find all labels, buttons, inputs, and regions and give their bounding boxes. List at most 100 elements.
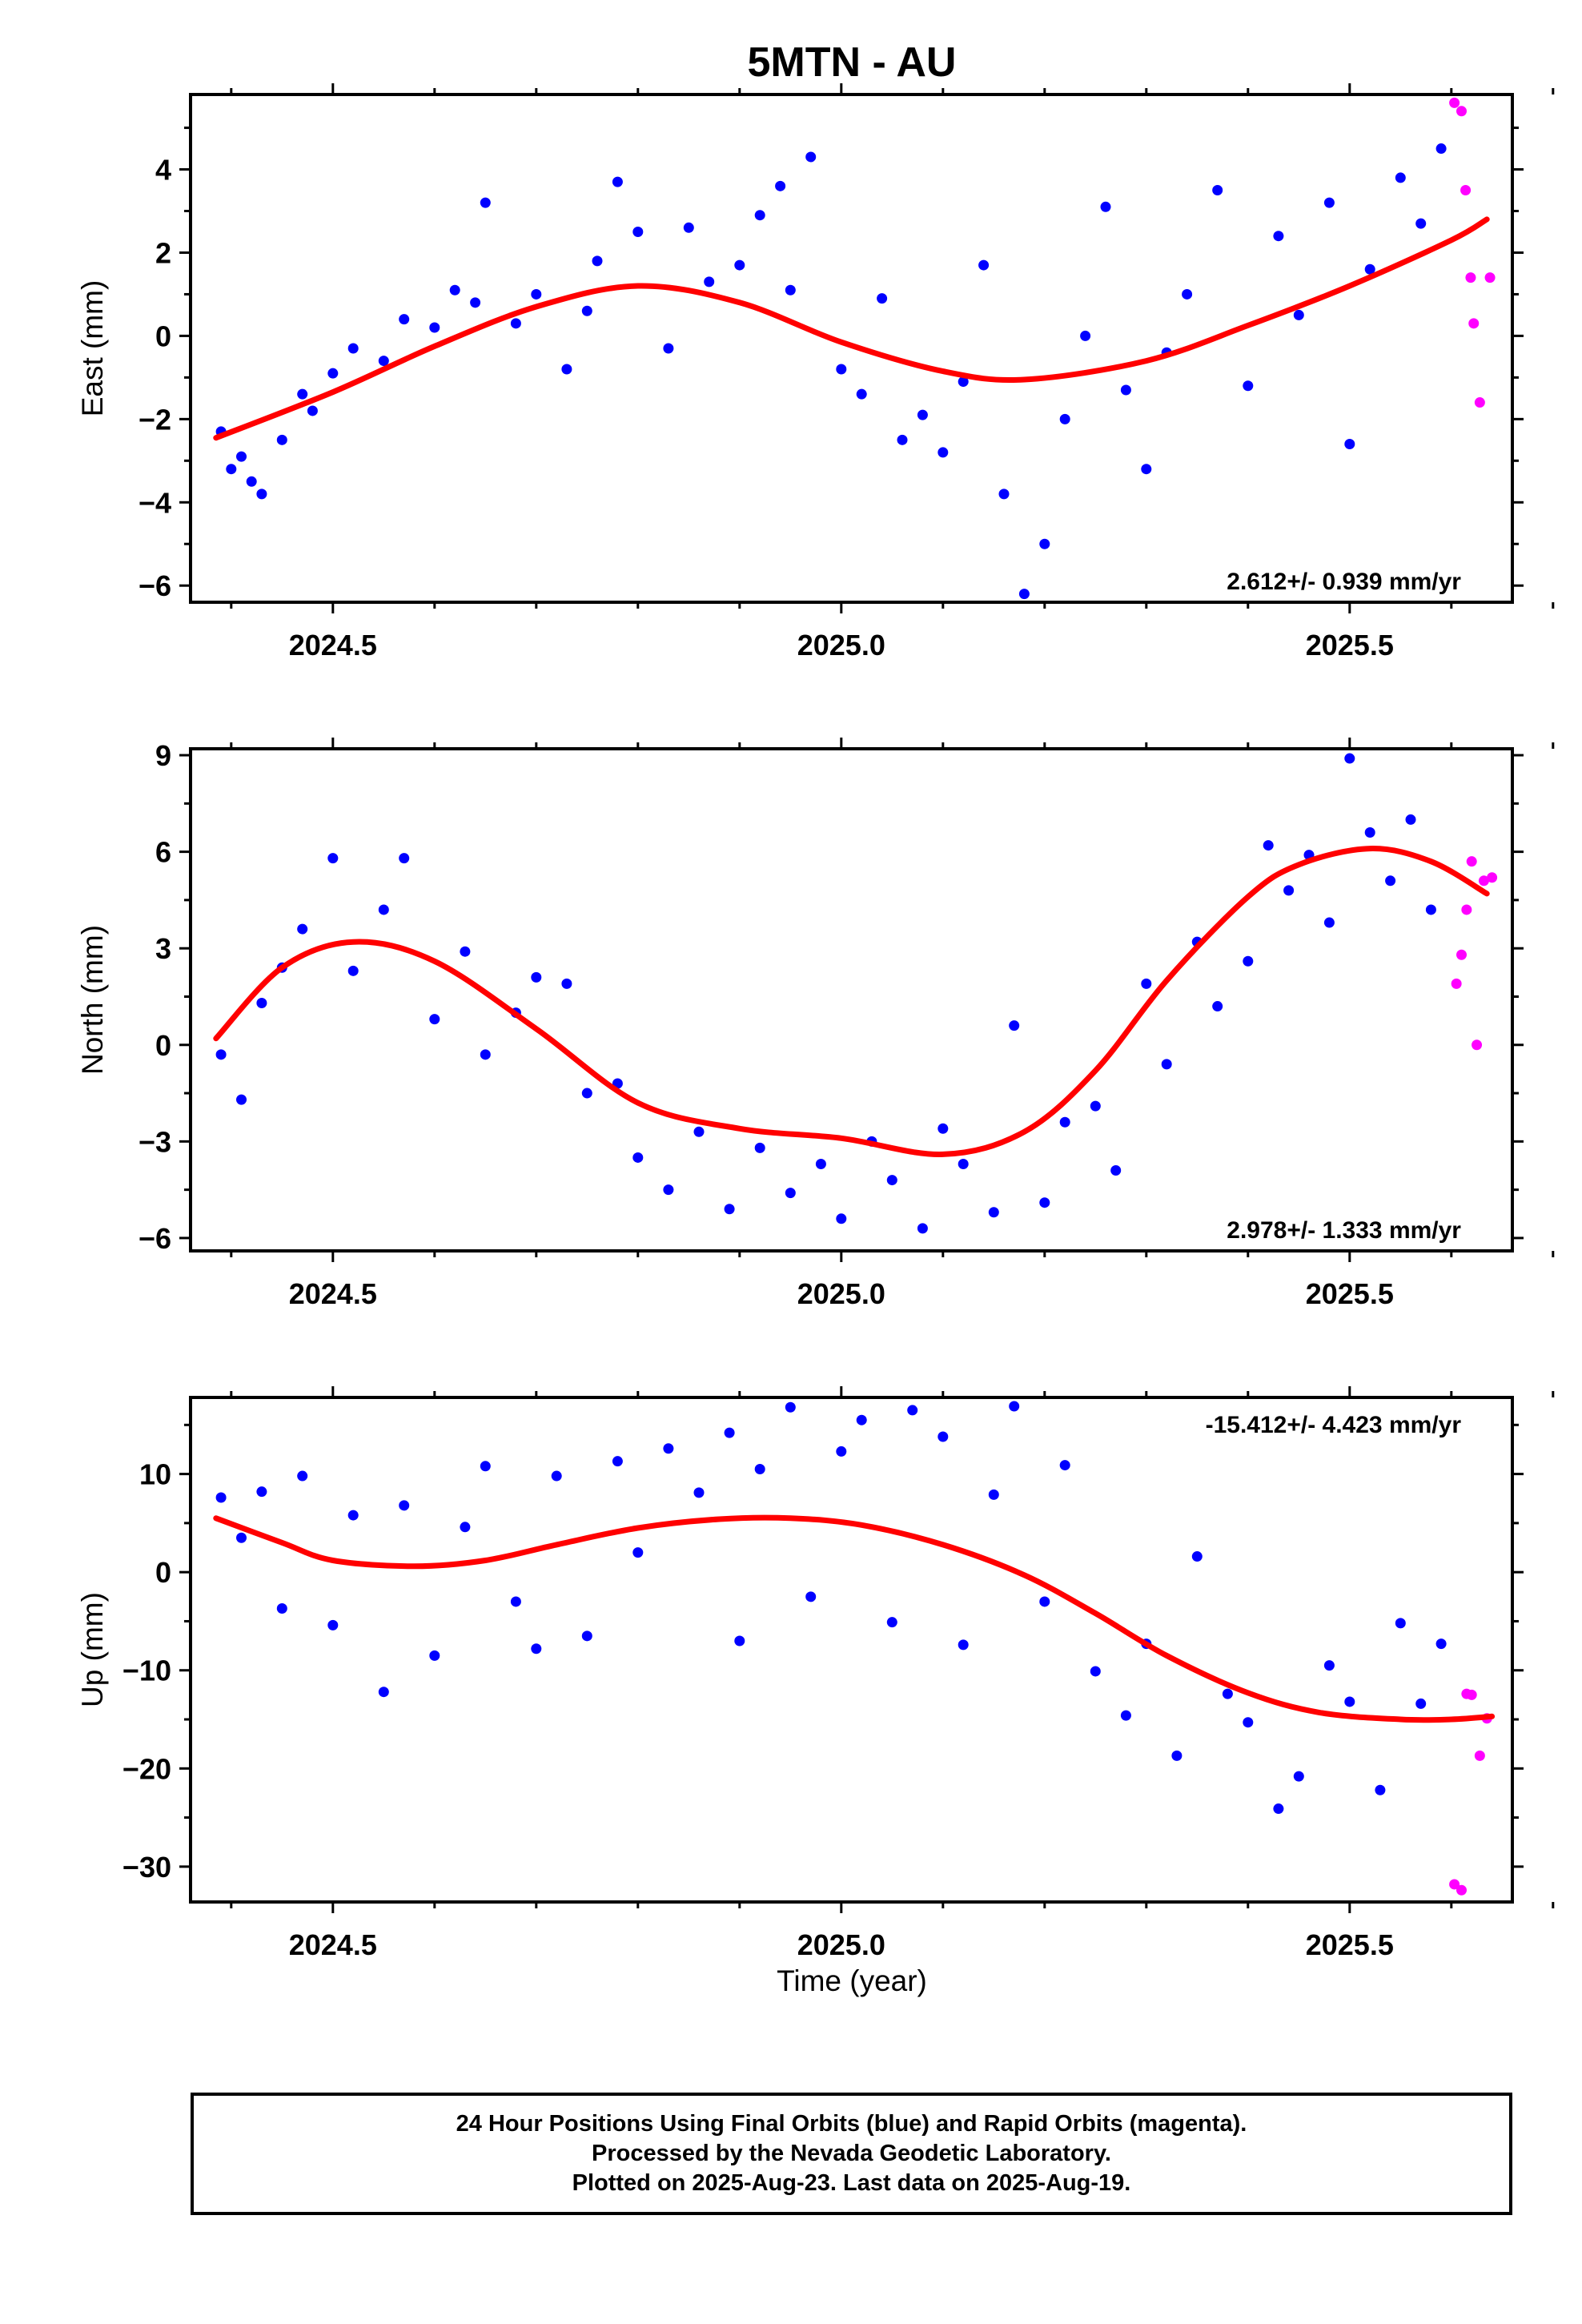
y-tick-label: −10 — [122, 1655, 171, 1687]
final-orbit-point — [734, 259, 745, 271]
final-orbit-point — [836, 1445, 847, 1457]
final-orbit-point — [510, 1596, 521, 1607]
panel-north: 2024.5 2025.0 2025.5 9 6 3 0 −3 −6 North (mm) 2.97… — [76, 738, 1555, 1310]
x-tick-label: 2024.5 — [289, 1277, 377, 1310]
y-tick-label: −4 — [139, 486, 171, 519]
final-orbit-point — [724, 1427, 735, 1438]
final-orbit-point — [1222, 1688, 1233, 1699]
final-orbit-point — [632, 1152, 644, 1163]
final-orbit-point — [236, 451, 247, 462]
final-orbit-point — [886, 1175, 897, 1186]
x-tick-label: 2024.5 — [289, 1928, 377, 1961]
final-orbit-point — [470, 297, 481, 308]
fit-line-north — [213, 846, 1490, 1157]
rapid-orbit-point — [1466, 856, 1477, 867]
final-orbit-point — [785, 1188, 796, 1199]
final-orbit-point — [988, 1207, 999, 1218]
final-orbit-point — [958, 1639, 969, 1651]
y-axis-label-north: North (mm) — [76, 925, 109, 1075]
final-orbit-point — [561, 978, 572, 989]
final-orbit-point — [531, 288, 542, 300]
final-orbit-point — [1120, 1710, 1131, 1721]
final-orbit-point — [856, 388, 867, 400]
final-orbit-point — [256, 1486, 267, 1498]
final-orbit-point — [327, 1619, 339, 1630]
final-orbit-point — [581, 1088, 592, 1099]
rapid-orbit-point — [1456, 949, 1467, 960]
final-orbit-point — [958, 1158, 969, 1169]
y-tick-label: −20 — [122, 1752, 171, 1785]
rapid-orbit-point — [1468, 318, 1480, 329]
y-tick-label: 4 — [155, 154, 171, 187]
final-orbit-point — [815, 1158, 826, 1169]
final-orbit-point — [1243, 955, 1254, 967]
final-orbit-point — [988, 1489, 999, 1500]
x-axis-label: Time (year) — [777, 1964, 927, 1997]
final-orbit-point — [276, 1603, 287, 1614]
y-axis-label-up: Up (mm) — [76, 1592, 109, 1707]
final-orbit-point — [1273, 231, 1284, 242]
y-tick-label: 0 — [155, 320, 171, 352]
final-orbit-point — [1141, 464, 1152, 475]
final-orbit-point — [236, 1532, 247, 1543]
x-tick-label: 2025.0 — [797, 629, 885, 661]
final-orbit-point — [1009, 1020, 1020, 1031]
final-orbit-point — [775, 180, 786, 191]
final-orbit-point — [856, 1414, 867, 1425]
rapid-orbit-point — [1460, 185, 1472, 196]
final-orbit-point — [1141, 978, 1152, 989]
final-orbit-point — [1039, 1197, 1050, 1208]
final-orbit-point — [1263, 840, 1274, 851]
plot-frame-east — [189, 93, 1514, 604]
final-orbit-point — [1405, 814, 1416, 825]
x-tick-label: 2025.5 — [1306, 1928, 1394, 1961]
final-orbit-point — [958, 376, 969, 388]
final-orbit-point — [531, 1643, 542, 1655]
final-orbit-point — [683, 222, 694, 233]
final-orbit-point — [785, 1401, 796, 1413]
final-orbit-point — [460, 1522, 471, 1533]
rapid-orbit-point — [1474, 397, 1485, 408]
final-orbit-point — [1120, 384, 1131, 396]
final-orbit-point — [1375, 1784, 1386, 1795]
final-orbit-point — [378, 356, 389, 367]
caption-line-1: 24 Hour Positions Using Final Orbits (bl… — [456, 2111, 1247, 2137]
final-orbit-point — [1293, 1771, 1304, 1782]
final-orbit-point — [1080, 330, 1091, 341]
y-tick-label: 10 — [139, 1458, 171, 1491]
final-orbit-point — [256, 998, 267, 1009]
rapid-orbit-point — [1456, 1884, 1467, 1896]
final-orbit-point — [1273, 1803, 1284, 1815]
final-orbit-point — [754, 210, 765, 221]
final-orbit-point — [1212, 185, 1223, 196]
final-orbit-point — [917, 409, 928, 420]
rapid-orbit-point — [1474, 1750, 1485, 1761]
final-orbit-point — [297, 388, 308, 400]
final-orbit-point — [1395, 1618, 1406, 1629]
rapid-orbit-point — [1461, 904, 1472, 915]
final-orbit-point — [1395, 172, 1406, 183]
final-orbit-point — [836, 1213, 847, 1224]
final-orbit-point — [246, 476, 257, 487]
final-orbit-point — [1059, 413, 1070, 424]
fit-line-east — [213, 216, 1490, 441]
final-orbit-point — [612, 1456, 623, 1467]
x-tick-label: 2025.0 — [797, 1277, 885, 1310]
final-orbit-point — [399, 1500, 410, 1511]
final-orbit-point — [307, 405, 318, 416]
final-orbit-point — [836, 364, 847, 375]
final-orbit-point — [1415, 1698, 1427, 1709]
final-orbit-point — [1161, 1059, 1172, 1070]
final-orbit-point — [480, 197, 491, 208]
x-tick-label: 2024.5 — [289, 629, 377, 661]
plot-frame-up — [189, 1396, 1514, 1904]
rapid-orbit-point — [1487, 872, 1498, 883]
final-orbit-point — [1243, 380, 1254, 392]
final-orbit-point — [1344, 1696, 1355, 1707]
final-orbit-point — [1435, 1638, 1447, 1650]
final-orbit-point — [1182, 288, 1193, 300]
y-tick-label: 0 — [155, 1556, 171, 1589]
caption-line-3: Plotted on 2025-Aug-23. Last data on 202… — [572, 2170, 1131, 2196]
panels: 2024.5 2025.0 2025.5 4 2 0 −2 −4 −6 East (mm) 2.61… — [76, 83, 1555, 1961]
rate-label-up: -15.412+/- 4.423 mm/yr — [1206, 1412, 1462, 1438]
